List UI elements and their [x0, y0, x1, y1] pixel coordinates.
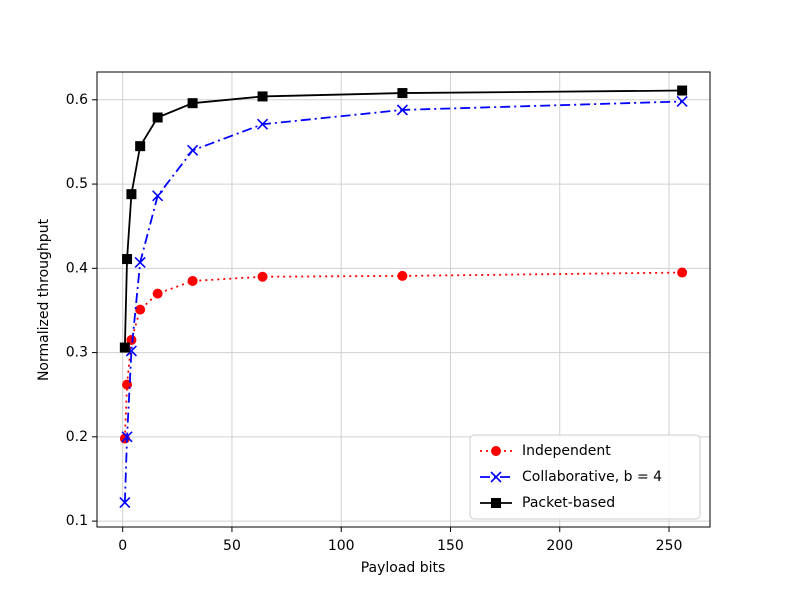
marker — [152, 190, 164, 202]
x-tick-label: 50 — [223, 538, 241, 554]
y-axis-label: Normalized throughput — [36, 218, 52, 381]
marker — [397, 270, 408, 281]
legend-marker — [490, 471, 502, 483]
legend: Independent Collaborative, b = 4 Packet-ba… — [469, 434, 701, 520]
marker — [187, 98, 198, 109]
x-tick-label: 100 — [328, 538, 355, 554]
marker — [676, 95, 688, 108]
marker — [152, 288, 163, 299]
legend-marker — [491, 498, 501, 508]
series-line — [123, 271, 683, 439]
marker — [126, 334, 137, 345]
y-tick-label: 0.2 — [66, 429, 88, 445]
series-line — [123, 89, 683, 348]
legend-marker — [491, 446, 501, 456]
y-tick-label: 0.6 — [66, 92, 88, 108]
marker — [135, 304, 146, 315]
legend-label: Packet-based — [522, 495, 615, 511]
legend-box — [469, 434, 701, 520]
marker — [256, 118, 269, 130]
x-tick-label: 0 — [118, 538, 127, 554]
marker — [134, 256, 146, 268]
x-tick-label: 150 — [437, 538, 464, 554]
marker — [122, 254, 133, 265]
y-tick-label: 0.5 — [66, 176, 88, 192]
marker — [396, 104, 408, 116]
marker — [187, 144, 199, 156]
plot-frame — [96, 71, 711, 528]
y-tick-label: 0.1 — [66, 513, 88, 529]
marker — [152, 112, 163, 123]
legend-label: Independent — [522, 443, 611, 459]
y-tick-label: 0.4 — [66, 260, 88, 276]
marker — [121, 431, 133, 443]
x-tick-label: 200 — [546, 538, 573, 554]
x-tick-label: 250 — [656, 538, 683, 554]
marker — [119, 342, 130, 353]
marker — [397, 88, 408, 99]
marker — [677, 85, 688, 96]
marker — [257, 91, 268, 102]
marker — [677, 267, 688, 278]
x-axis-label: Payload bits — [361, 560, 446, 576]
marker — [135, 141, 146, 152]
marker — [257, 271, 268, 282]
marker — [119, 496, 131, 509]
marker — [187, 275, 198, 286]
legend-label: Collaborative, b = 4 — [522, 469, 662, 485]
marker — [126, 189, 137, 200]
y-tick-label: 0.3 — [66, 345, 88, 361]
